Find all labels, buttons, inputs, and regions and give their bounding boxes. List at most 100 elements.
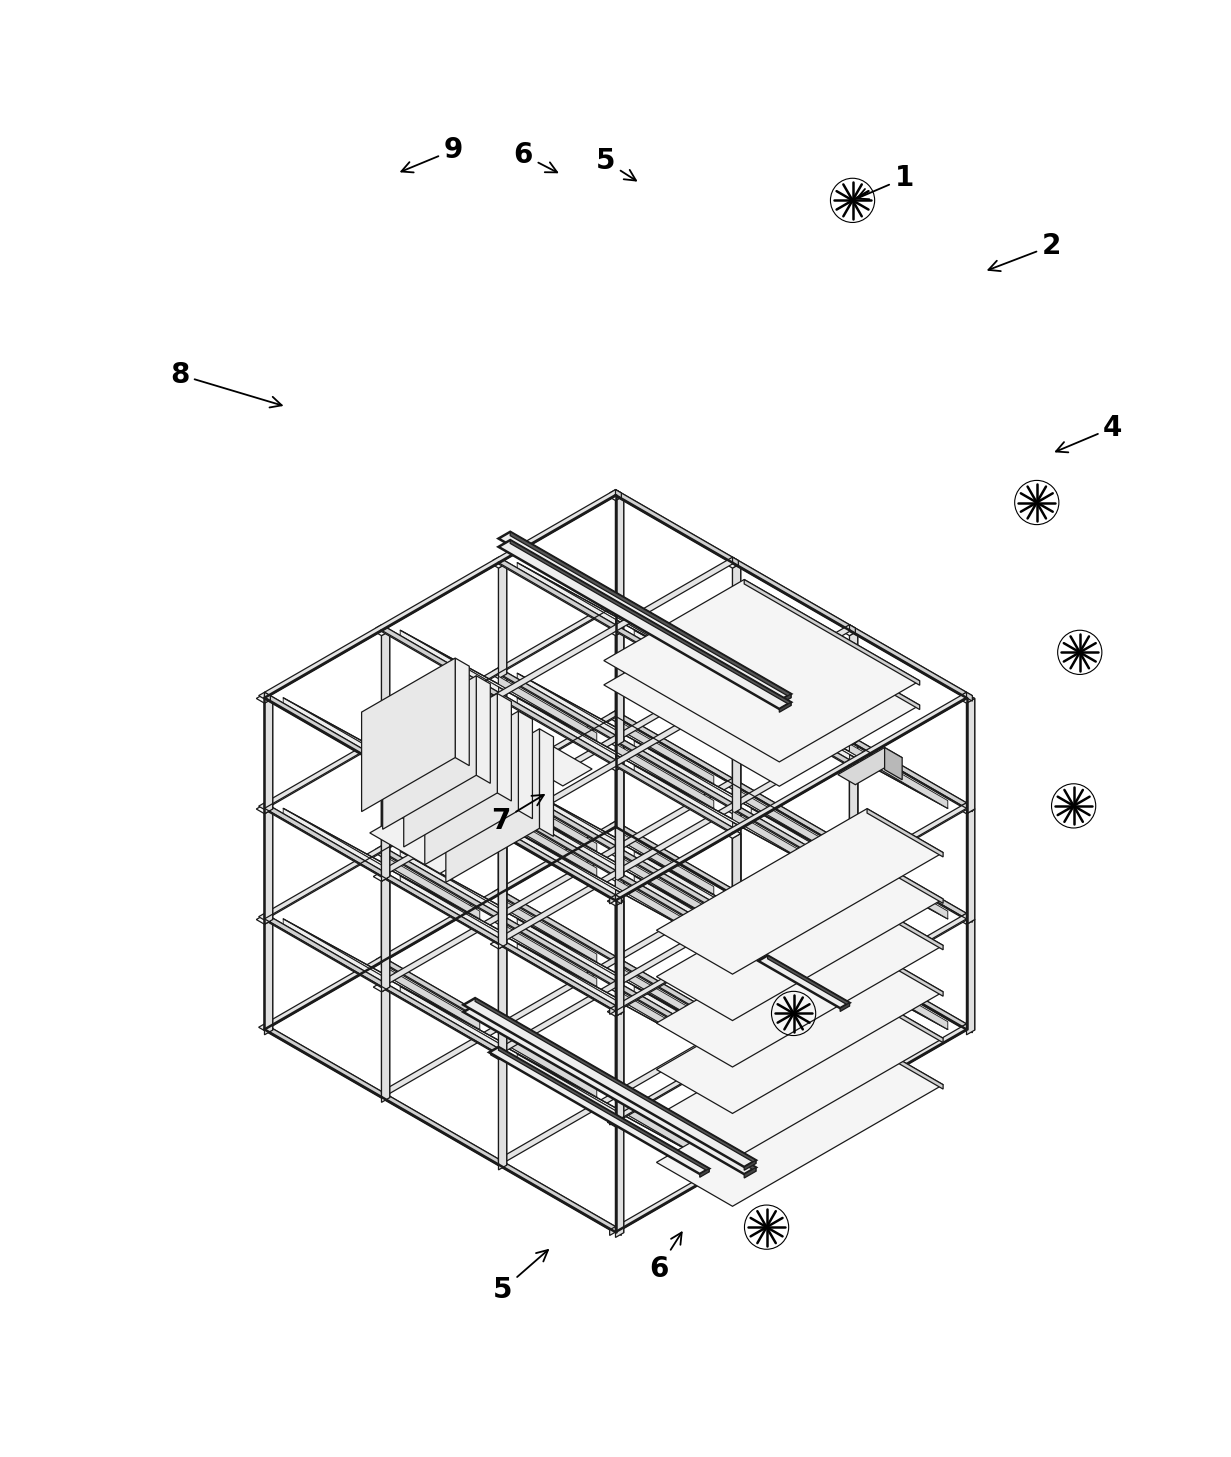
Polygon shape [732,809,741,924]
Polygon shape [732,784,741,900]
Polygon shape [518,711,533,819]
Polygon shape [616,490,966,698]
Polygon shape [256,804,273,814]
Polygon shape [375,736,732,941]
Polygon shape [724,804,741,814]
Polygon shape [732,898,831,962]
Polygon shape [499,778,849,986]
Polygon shape [616,602,624,717]
Polygon shape [383,676,476,829]
Polygon shape [607,712,624,721]
Polygon shape [732,915,741,1030]
Polygon shape [724,940,741,949]
Polygon shape [265,694,273,809]
Polygon shape [499,956,856,1163]
Polygon shape [539,728,554,836]
Polygon shape [499,829,507,944]
Polygon shape [732,558,741,675]
Polygon shape [699,1169,709,1177]
Polygon shape [607,762,624,771]
Polygon shape [265,804,273,919]
Polygon shape [497,694,511,801]
Polygon shape [259,692,616,899]
Polygon shape [616,737,624,852]
Polygon shape [966,698,975,814]
Polygon shape [382,762,390,877]
Polygon shape [724,779,741,790]
Polygon shape [634,631,831,740]
Polygon shape [382,766,390,881]
Polygon shape [867,1040,943,1088]
Polygon shape [382,852,390,967]
Polygon shape [607,737,624,746]
Polygon shape [499,809,507,924]
Polygon shape [499,1050,507,1166]
Polygon shape [382,557,739,763]
Polygon shape [517,562,714,673]
Polygon shape [609,711,966,916]
Polygon shape [616,965,714,1030]
Polygon shape [634,986,831,1097]
Polygon shape [382,631,390,746]
Polygon shape [499,944,507,1059]
Polygon shape [499,558,507,675]
Polygon shape [616,491,624,606]
Polygon shape [958,915,975,924]
Polygon shape [400,876,597,986]
Polygon shape [656,1040,943,1206]
Polygon shape [634,851,732,916]
Polygon shape [382,847,732,1053]
Polygon shape [616,852,624,967]
Polygon shape [616,803,972,1008]
Polygon shape [475,1005,756,1171]
Polygon shape [517,698,714,809]
Polygon shape [779,694,792,705]
Polygon shape [732,804,741,919]
Polygon shape [634,851,831,962]
Polygon shape [634,986,732,1050]
Polygon shape [616,989,714,1053]
Polygon shape [745,1167,756,1179]
Polygon shape [966,919,975,1034]
Polygon shape [499,736,856,941]
Polygon shape [517,673,616,737]
Polygon shape [375,956,732,1163]
Polygon shape [375,625,732,830]
Polygon shape [492,728,592,785]
Polygon shape [609,1005,616,1014]
Polygon shape [634,876,831,986]
Polygon shape [966,809,975,924]
Polygon shape [382,889,739,1094]
Polygon shape [607,602,624,610]
Polygon shape [724,669,741,679]
Polygon shape [779,702,792,712]
Polygon shape [517,833,714,944]
Polygon shape [265,698,273,814]
Polygon shape [283,919,480,1030]
Text: 6: 6 [649,1233,682,1284]
Polygon shape [499,812,597,876]
Polygon shape [966,914,972,922]
Polygon shape [726,1158,732,1169]
Polygon shape [499,557,849,765]
Polygon shape [849,625,856,634]
Polygon shape [373,762,390,771]
Polygon shape [400,631,499,695]
Polygon shape [732,889,739,898]
Polygon shape [490,915,507,924]
Polygon shape [732,557,739,567]
Polygon shape [492,557,849,763]
Polygon shape [490,1050,507,1059]
Polygon shape [841,762,858,771]
Polygon shape [265,490,622,695]
Polygon shape [490,940,507,949]
Polygon shape [369,816,469,873]
Polygon shape [616,895,622,903]
Polygon shape [732,940,741,1055]
Polygon shape [751,698,849,762]
Polygon shape [616,854,714,919]
Polygon shape [841,737,858,746]
Polygon shape [382,742,390,857]
Polygon shape [373,737,390,746]
Polygon shape [616,1024,972,1230]
